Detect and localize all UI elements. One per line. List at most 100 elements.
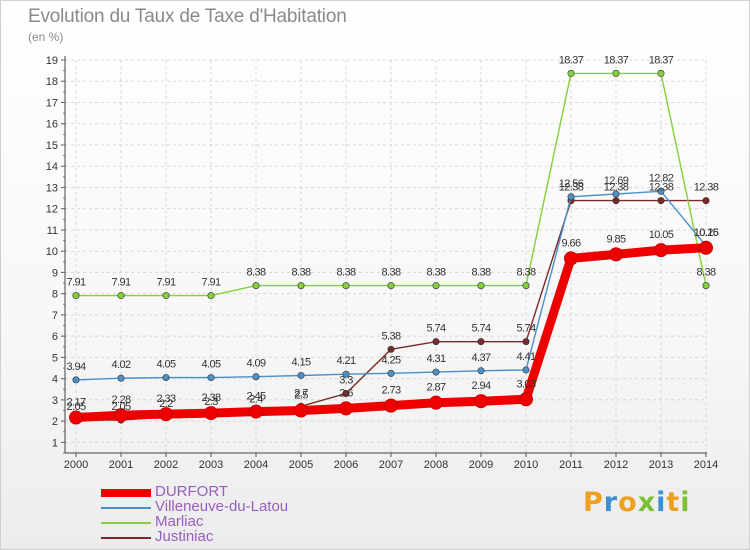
data-label: 8.38: [381, 267, 400, 279]
data-label: 4.09: [246, 358, 265, 370]
data-label: 2.45: [246, 391, 265, 403]
y-tick-label: 13: [46, 182, 58, 194]
data-point: [432, 338, 440, 346]
data-point: [342, 390, 350, 398]
series-layer: [69, 69, 713, 425]
y-tick-label: 1: [52, 437, 58, 449]
x-tick-label: 2003: [199, 459, 223, 471]
legend-label: Justiniac: [155, 528, 214, 545]
data-point: [207, 374, 215, 382]
x-tick-label: 2008: [424, 459, 448, 471]
data-label: 12.38: [559, 182, 584, 194]
data-point: [72, 292, 80, 300]
y-tick-label: 18: [46, 76, 58, 88]
data-point: [477, 282, 485, 290]
data-point: [342, 370, 350, 378]
data-label: 10.25: [694, 227, 719, 239]
data-label: 4.15: [291, 356, 310, 368]
legend-label: DURFORT: [155, 483, 229, 500]
y-tick-label: 4: [52, 374, 58, 386]
data-label: 10.05: [649, 229, 674, 241]
data-point: [564, 251, 578, 266]
x-tick-label: 2009: [469, 459, 493, 471]
data-label: 12.38: [694, 182, 719, 194]
axes: [61, 56, 707, 457]
data-label: 8.38: [471, 267, 490, 279]
data-point: [702, 197, 710, 205]
data-label: 5.74: [516, 323, 535, 335]
data-point: [612, 197, 620, 205]
y-tick-label: 16: [46, 119, 58, 131]
data-label: 2.4: [249, 394, 263, 406]
data-point: [342, 282, 350, 290]
data-label: 7.91: [156, 277, 175, 289]
data-label: 2.28: [111, 394, 130, 406]
data-label: 8.38: [696, 267, 715, 279]
data-point: [297, 282, 305, 290]
y-tick-label: 5: [52, 352, 58, 364]
data-label: 4.05: [201, 359, 220, 371]
data-point: [567, 69, 575, 77]
x-tick-label: 2002: [154, 459, 178, 471]
data-point: [522, 338, 530, 346]
data-point: [702, 282, 710, 290]
data-point: [117, 374, 125, 382]
data-label: 8.38: [291, 267, 310, 279]
data-label: 8.38: [426, 267, 445, 279]
data-label: 2.73: [381, 385, 400, 397]
y-tick-label: 10: [46, 246, 58, 258]
y-tick-label: 15: [46, 140, 58, 152]
y-tick-label: 2: [52, 416, 58, 428]
y-tick-label: 6: [52, 331, 58, 343]
data-label: 4.02: [111, 359, 130, 371]
data-label: 8.38: [516, 267, 535, 279]
data-label: 12.69: [604, 175, 629, 187]
data-label: 2.3: [204, 396, 218, 408]
data-label: 9.85: [606, 233, 625, 245]
data-point: [159, 407, 173, 422]
data-point: [432, 282, 440, 290]
data-label: 4.21: [336, 355, 355, 367]
data-point: [114, 408, 128, 423]
data-label: 4.31: [426, 353, 445, 365]
y-tick-label: 8: [52, 289, 58, 301]
data-label: 2.17: [66, 397, 85, 409]
data-point: [612, 190, 620, 198]
data-point: [72, 376, 80, 384]
legend-swatch: [101, 507, 151, 509]
data-label: 2.87: [426, 382, 445, 394]
data-point: [519, 392, 533, 407]
data-point: [297, 371, 305, 379]
data-point: [654, 243, 668, 258]
data-point: [474, 394, 488, 409]
data-label: 7.91: [111, 277, 130, 289]
data-point: [612, 69, 620, 77]
x-tick-label: 2011: [559, 459, 583, 471]
x-tick-label: 2004: [244, 459, 268, 471]
x-tick-label: 2000: [64, 459, 88, 471]
legend-label: Villeneuve-du-Latou: [155, 498, 289, 515]
y-tick-label: 14: [46, 161, 58, 173]
x-tick-label: 2010: [514, 459, 538, 471]
data-label: 3.03: [516, 378, 535, 390]
data-label: 8.38: [246, 267, 265, 279]
x-tick-label: 2001: [109, 459, 133, 471]
data-point: [249, 404, 263, 419]
data-label: 12.38: [604, 182, 629, 194]
data-point: [252, 282, 260, 290]
x-tick-labels: 2000 2001 2002 2003 2004 2005 2006 2007 2008 2009…: [64, 459, 718, 471]
data-label: 2.33: [156, 393, 175, 405]
y-tick-label: 19: [46, 55, 58, 67]
x-tick-label: 2013: [649, 459, 673, 471]
legend-swatch: [101, 489, 151, 497]
data-label: 10.16: [694, 227, 719, 239]
legend-label: Marliac: [155, 513, 204, 530]
data-label: 2.5: [294, 390, 308, 402]
data-label: 2.05: [66, 401, 85, 413]
data-label: 4.05: [156, 359, 175, 371]
data-point: [339, 401, 353, 416]
data-label: 8.38: [336, 267, 355, 279]
